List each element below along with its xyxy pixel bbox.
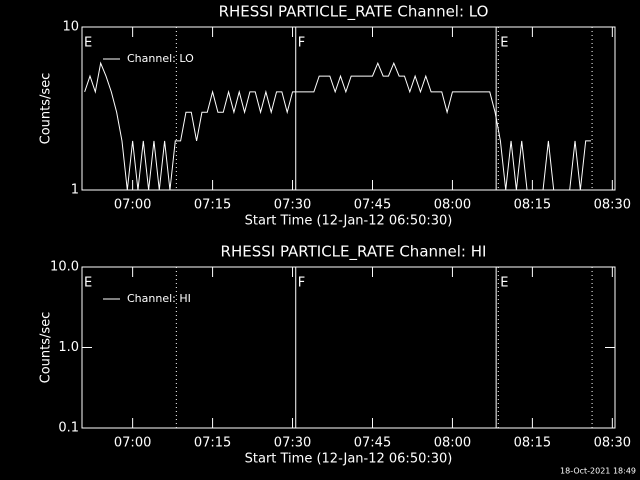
legend-label: Channel: LO [127,52,194,65]
x-tick-label: 08:15 [514,198,551,213]
x-axis-label: Start Time (12-Jan-12 06:50:30) [245,214,453,229]
x-tick-label: 07:15 [194,436,231,451]
x-tick-label: 08:30 [594,198,631,213]
y-axis-label: Counts/sec [39,312,54,384]
event-label: E [84,276,92,291]
footer: 18-Oct-2021 18:49 [560,467,636,476]
event-label: F [298,36,305,51]
y-tick-label: 1.0 [58,340,79,355]
x-axis-label: Start Time (12-Jan-12 06:50:30) [245,452,453,467]
legend-label: Channel: HI [127,292,191,305]
event-label: E [84,36,92,51]
event-label: F [298,276,305,291]
x-tick-label: 07:00 [114,198,151,213]
plot-frame [81,26,616,191]
y-tick-label: 10 [62,20,79,35]
event-label: E [500,276,508,291]
x-tick-label: 07:45 [354,436,391,451]
x-tick-label: 07:30 [274,436,311,451]
x-tick-label: 08:30 [594,436,631,451]
x-tick-label: 08:00 [434,436,471,451]
y-tick-label: 0.1 [58,421,79,436]
x-tick-label: 07:30 [274,198,311,213]
chart-title: RHESSI PARTICLE_RATE Channel: LO [219,3,489,22]
x-tick-label: 08:15 [514,436,551,451]
x-tick-label: 08:00 [434,198,471,213]
x-tick-label: 07:00 [114,436,151,451]
x-tick-label: 07:15 [194,198,231,213]
y-tick-label: 1 [71,183,79,198]
y-tick-label: 10.0 [50,260,79,275]
y-axis-label: Counts/sec [39,73,54,145]
chart-title: RHESSI PARTICLE_RATE Channel: HI [221,243,487,262]
event-label: E [500,36,508,51]
data-line [84,61,592,191]
x-tick-label: 07:45 [354,198,391,213]
